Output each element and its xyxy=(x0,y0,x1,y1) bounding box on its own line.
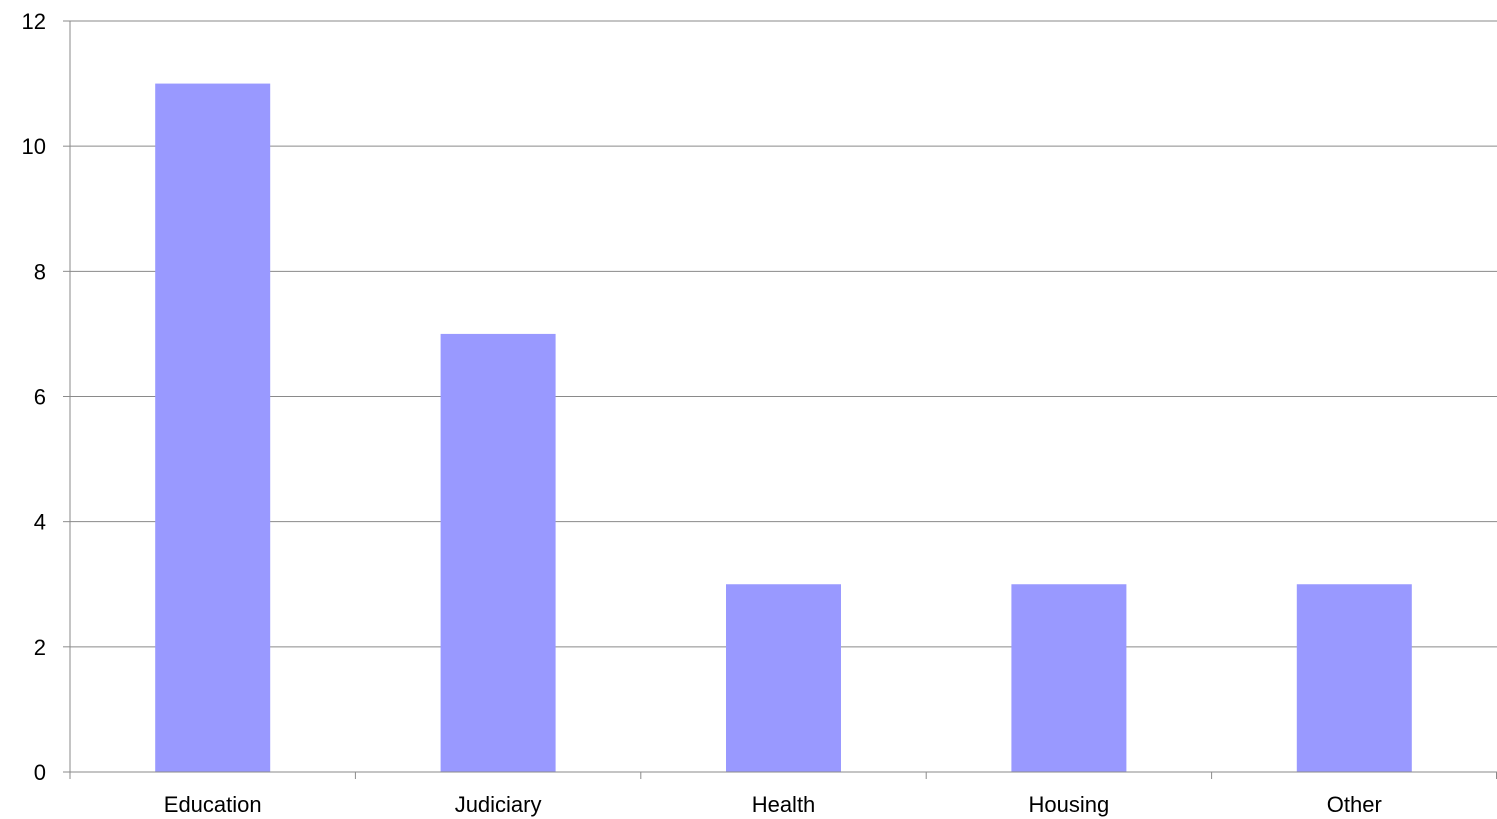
y-tick-label: 12 xyxy=(22,9,46,34)
x-tick-label-judiciary: Judiciary xyxy=(455,792,542,817)
bar-health xyxy=(726,584,841,772)
bar-education xyxy=(155,83,271,773)
y-tick-label: 6 xyxy=(34,385,46,410)
y-tick-labels: 0 2 4 6 8 10 12 xyxy=(22,9,46,785)
x-tick-labels: Education Judiciary Health Housing Other xyxy=(164,792,1382,817)
y-tick-label: 0 xyxy=(34,760,46,785)
bars xyxy=(155,83,1412,773)
y-tick-label: 2 xyxy=(34,635,46,660)
y-tick-label: 4 xyxy=(34,510,46,535)
x-tick-label-health: Health xyxy=(752,792,816,817)
gridlines xyxy=(70,20,1497,648)
bar-housing xyxy=(1011,584,1127,772)
x-tick-label-education: Education xyxy=(164,792,262,817)
y-tick-label: 10 xyxy=(22,134,46,159)
bar-judiciary xyxy=(440,333,556,772)
bar-other xyxy=(1296,584,1412,772)
x-tick-label-housing: Housing xyxy=(1029,792,1110,817)
axes xyxy=(63,20,1497,779)
y-tick-label: 8 xyxy=(34,259,46,284)
x-tick-label-other: Other xyxy=(1327,792,1382,817)
